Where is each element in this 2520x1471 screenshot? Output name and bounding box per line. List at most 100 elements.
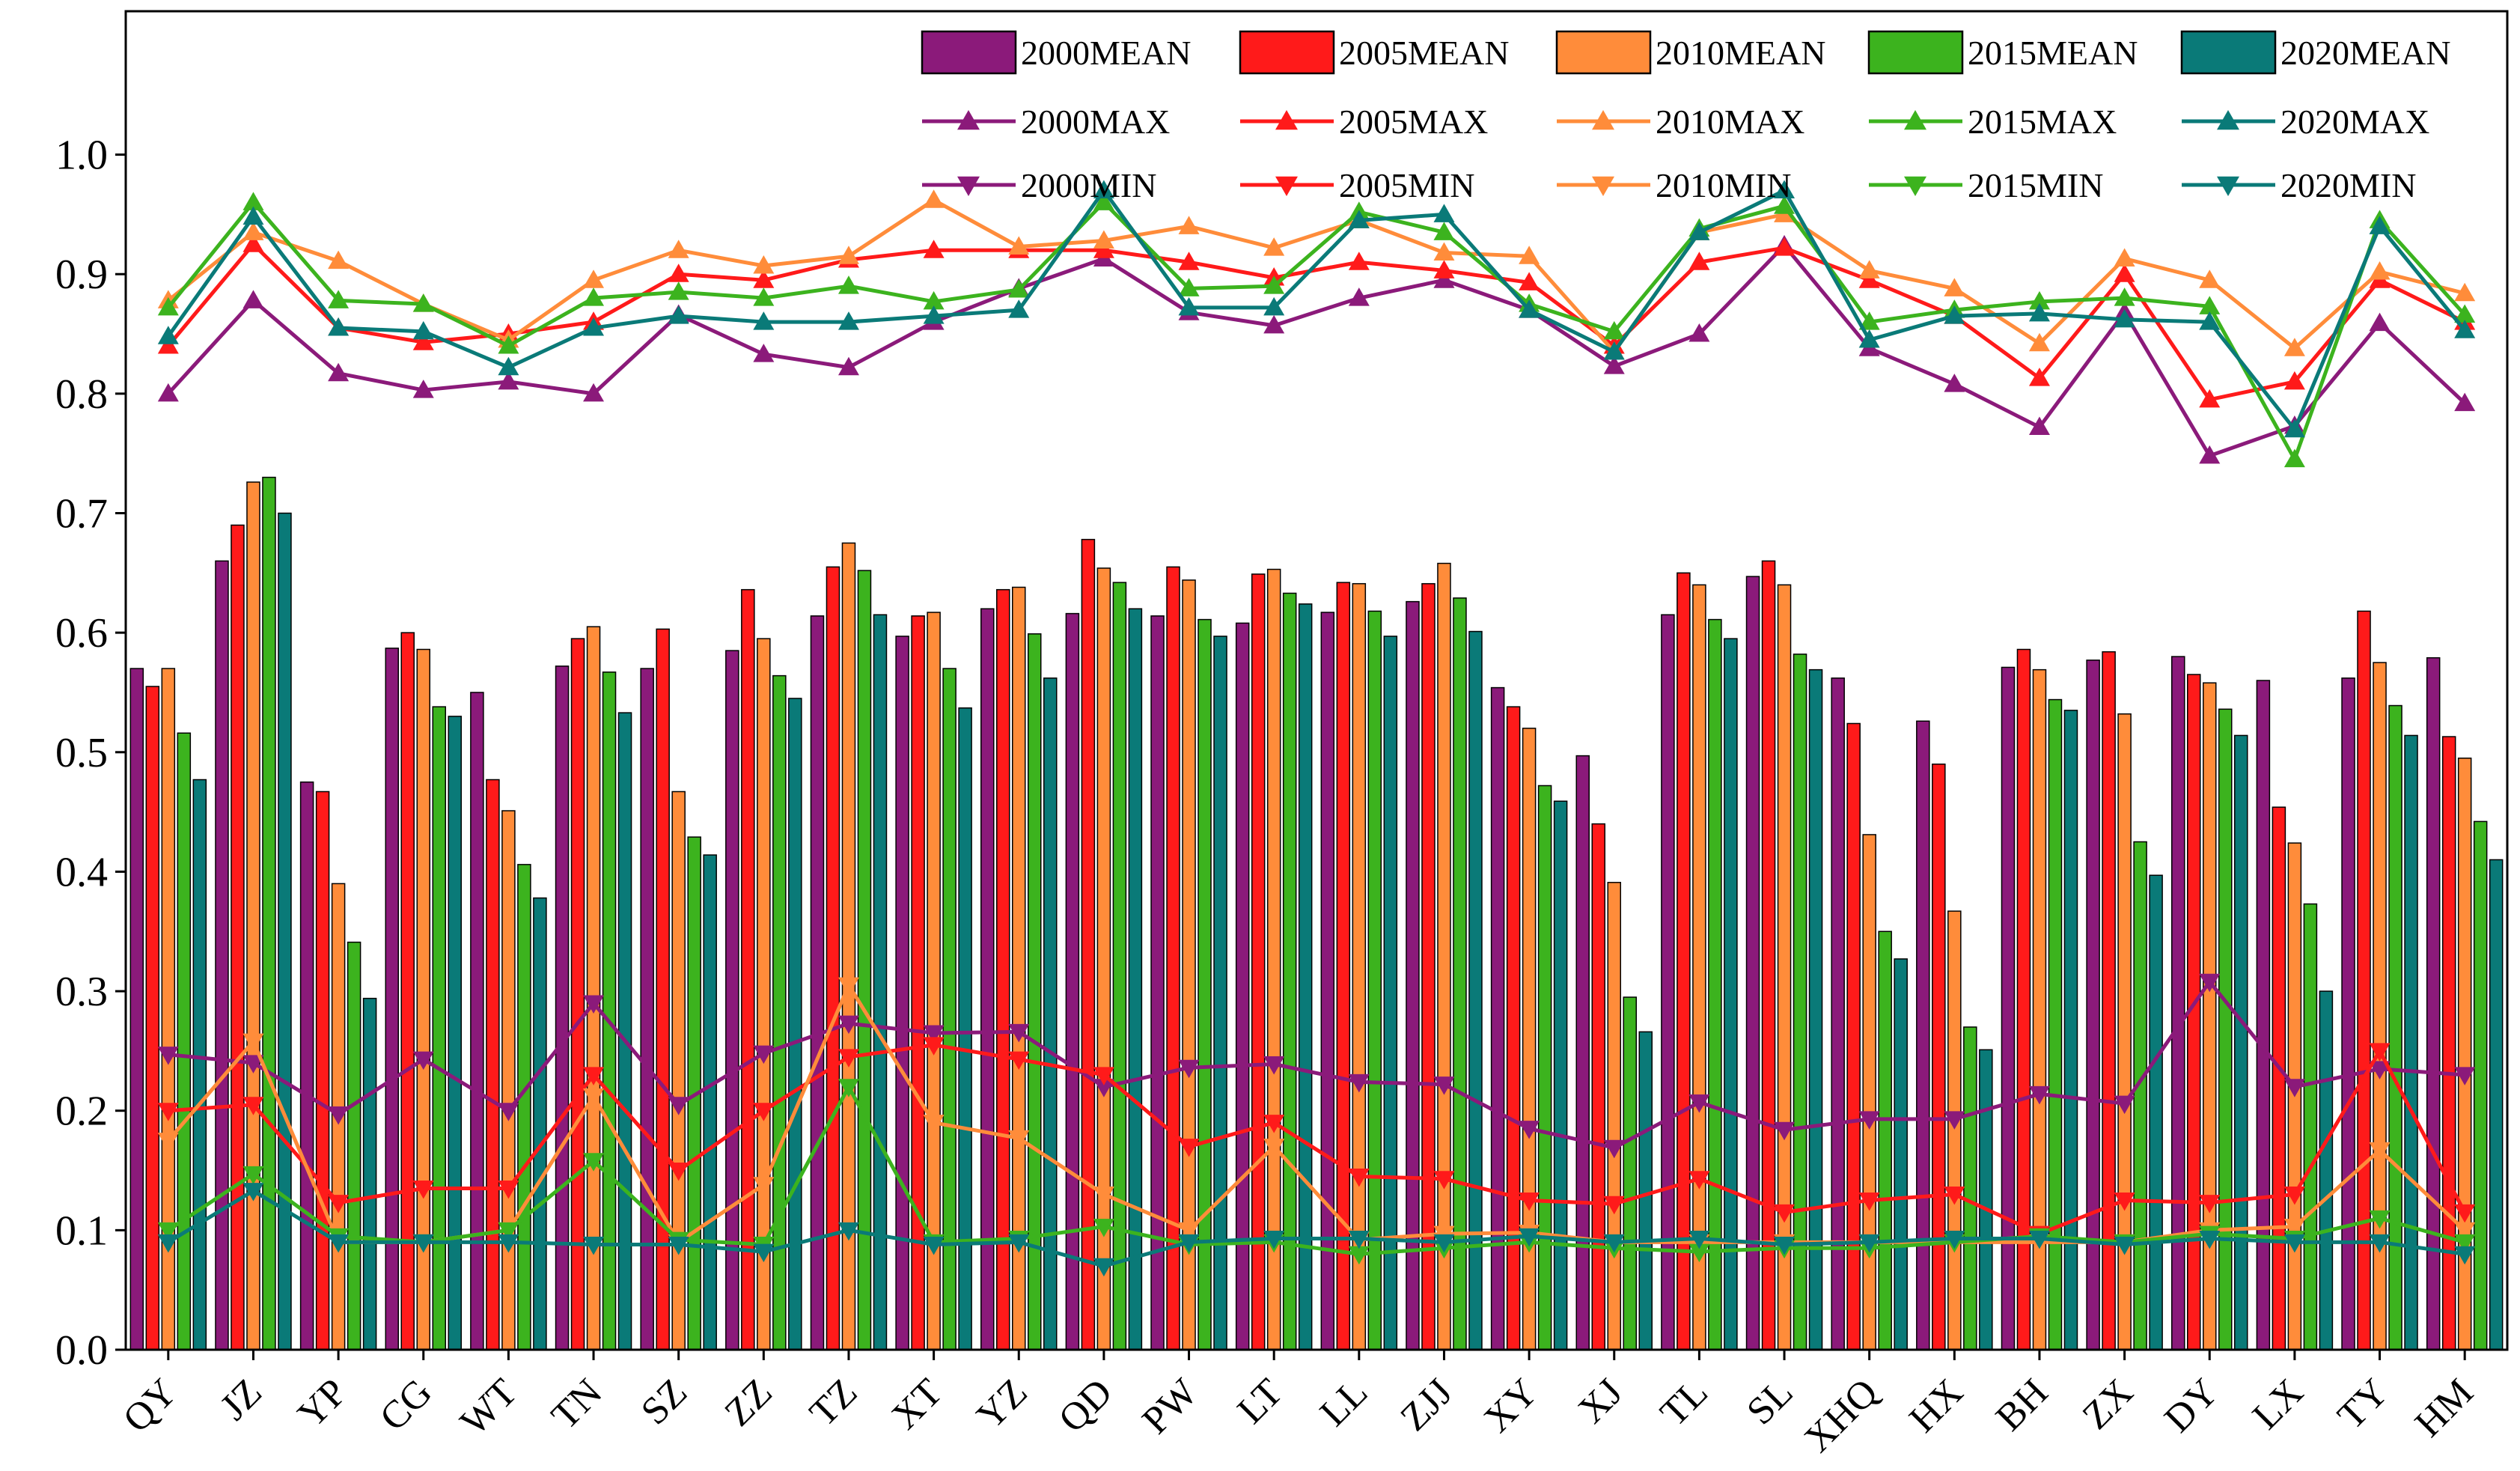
point-2000MIN-LT xyxy=(1263,1056,1285,1075)
x-tick-label-SL: SL xyxy=(1739,1371,1801,1433)
point-2005MAX-LL xyxy=(1348,252,1370,270)
point-2000MAX-JZ xyxy=(242,290,264,308)
point-2020MAX-TZ xyxy=(838,311,859,330)
bar-2005MEAN-YZ xyxy=(996,588,1010,1350)
point-2020MIN-WT xyxy=(498,1234,519,1253)
point-2005MAX-XT xyxy=(923,240,945,258)
x-tick-label-XY: XY xyxy=(1476,1371,1546,1440)
point-2020MAX-TN xyxy=(583,317,605,336)
x-tick-label-ZZ: ZZ xyxy=(717,1371,781,1434)
bar-2015MEAN-LT xyxy=(1282,592,1297,1350)
bar-2005MEAN-HM xyxy=(2441,736,2456,1350)
point-2020MIN-QD xyxy=(1093,1258,1114,1277)
legend-label-2005MEAN: 2005MEAN xyxy=(1339,34,1509,72)
x-tick-label-HM: HM xyxy=(2407,1371,2482,1446)
legend-label-2020MIN: 2020MIN xyxy=(2280,166,2416,204)
bar-2020MEAN-CG xyxy=(448,716,462,1350)
x-tick-label-XHQ: XHQ xyxy=(1796,1371,1886,1461)
x-tick-label-LL: LL xyxy=(1312,1371,1376,1434)
bar-2000MEAN-TY xyxy=(2341,677,2355,1350)
point-2010MAX-HM xyxy=(2454,282,2476,302)
point-2020MAX-XJ xyxy=(1603,341,1625,360)
point-2015MAX-ZJJ xyxy=(1433,222,1455,240)
x-tick-label-YZ: YZ xyxy=(968,1371,1035,1437)
point-2000MAX-HX xyxy=(1944,374,1965,392)
point-2020MIN-SL xyxy=(1774,1237,1796,1255)
point-2005MIN-ZZ xyxy=(753,1103,775,1121)
bar-2000MEAN-SL xyxy=(1745,576,1760,1350)
legend-marker-2015MIN xyxy=(1904,176,1926,196)
point-2020MAX-LL xyxy=(1348,210,1370,228)
point-2020MAX-CG xyxy=(412,320,434,340)
line-2020MIN xyxy=(167,1189,2465,1268)
bar-2020MEAN-TY xyxy=(2404,734,2418,1350)
point-2005MIN-TN xyxy=(583,1067,605,1085)
point-2005MIN-SZ xyxy=(668,1163,689,1181)
bar-2000MEAN-QY xyxy=(129,668,144,1350)
point-2000MIN-TL xyxy=(1688,1094,1710,1113)
point-2005MIN-TZ xyxy=(838,1049,859,1068)
point-2010MAX-TZ xyxy=(838,246,859,264)
point-2015MAX-YP xyxy=(328,290,350,308)
legend-label-2005MAX: 2005MAX xyxy=(1339,103,1488,141)
bar-2020MEAN-LL xyxy=(1383,636,1398,1350)
point-2010MAX-YZ xyxy=(1008,236,1030,255)
bar-2010MEAN-XHQ xyxy=(1862,834,1876,1350)
point-2010MIN-XT xyxy=(923,1115,945,1133)
bar-2020MEAN-TZ xyxy=(873,614,888,1350)
line-2005MAX xyxy=(166,242,2466,402)
bar-2005MEAN-JZ xyxy=(231,524,245,1350)
point-2005MIN-JZ xyxy=(242,1097,264,1115)
x-tick-label-LX: LX xyxy=(2245,1371,2311,1437)
point-2015MIN-TY xyxy=(2369,1210,2391,1229)
point-2010MIN-ZZ xyxy=(753,1177,775,1196)
bar-2005MEAN-HX xyxy=(1932,764,1946,1350)
point-2020MIN-JZ xyxy=(242,1183,264,1202)
point-2005MIN-HM xyxy=(2454,1204,2476,1223)
point-2020MAX-PW xyxy=(1178,296,1200,316)
bar-2005MEAN-LL xyxy=(1336,582,1351,1350)
point-2005MAX-TL xyxy=(1688,252,1710,270)
point-2020MIN-ZZ xyxy=(753,1243,775,1263)
x-tick-label-HX: HX xyxy=(1901,1371,1971,1440)
bar-2000MEAN-QD xyxy=(1065,612,1080,1350)
bar-2015MEAN-TN xyxy=(602,671,617,1350)
legend-marker-2020MAX xyxy=(2217,110,2239,130)
line-2015MIN xyxy=(167,1085,2465,1256)
point-2010MAX-ZZ xyxy=(753,255,775,274)
x-tick-label-TN: TN xyxy=(543,1371,610,1437)
bar-2005MEAN-ZZ xyxy=(741,588,755,1350)
legend-label-2010MIN: 2010MIN xyxy=(1656,166,1791,204)
bar-2010MEAN-SZ xyxy=(671,791,686,1350)
y-tick-label: 0.1 xyxy=(55,1207,108,1254)
bar-2015MEAN-YP xyxy=(347,941,361,1350)
point-2000MIN-CG xyxy=(412,1051,434,1070)
bar-2020MEAN-HX xyxy=(1979,1049,1993,1350)
point-2020MIN-LL xyxy=(1348,1231,1370,1249)
y-tick-label: 0.8 xyxy=(55,371,108,418)
point-2005MIN-XT xyxy=(923,1037,945,1056)
bar-layer xyxy=(129,476,2504,1350)
bar-2005MEAN-WT xyxy=(486,779,500,1350)
point-2000MIN-HM xyxy=(2454,1067,2476,1085)
point-2005MIN-DY xyxy=(2199,1195,2221,1213)
point-2020MIN-ZX xyxy=(2114,1237,2135,1255)
point-2015MIN-TL xyxy=(1688,1243,1710,1263)
point-2005MAX-ZJJ xyxy=(1433,260,1455,278)
point-2020MAX-YZ xyxy=(1008,299,1030,318)
point-2005MIN-YZ xyxy=(1008,1051,1030,1070)
bar-2005MEAN-XY xyxy=(1506,706,1521,1350)
point-2020MIN-BH xyxy=(2028,1231,2050,1249)
bar-2020MEAN-XHQ xyxy=(1894,958,1908,1350)
bar-2020MEAN-YP xyxy=(362,997,377,1350)
point-2010MIN-LX xyxy=(2283,1219,2305,1237)
point-2020MIN-DY xyxy=(2199,1231,2221,1249)
bar-2000MEAN-XT xyxy=(895,636,909,1350)
point-2000MAX-XJ xyxy=(1603,356,1625,374)
bar-2010MEAN-HX xyxy=(1947,910,1962,1350)
bar-2005MEAN-LT xyxy=(1251,573,1266,1350)
bar-2000MEAN-TN xyxy=(555,666,570,1350)
bar-2000MEAN-ZX xyxy=(2086,660,2100,1350)
point-2010MAX-SZ xyxy=(668,240,689,258)
legend-marker-2000MIN xyxy=(957,176,980,196)
